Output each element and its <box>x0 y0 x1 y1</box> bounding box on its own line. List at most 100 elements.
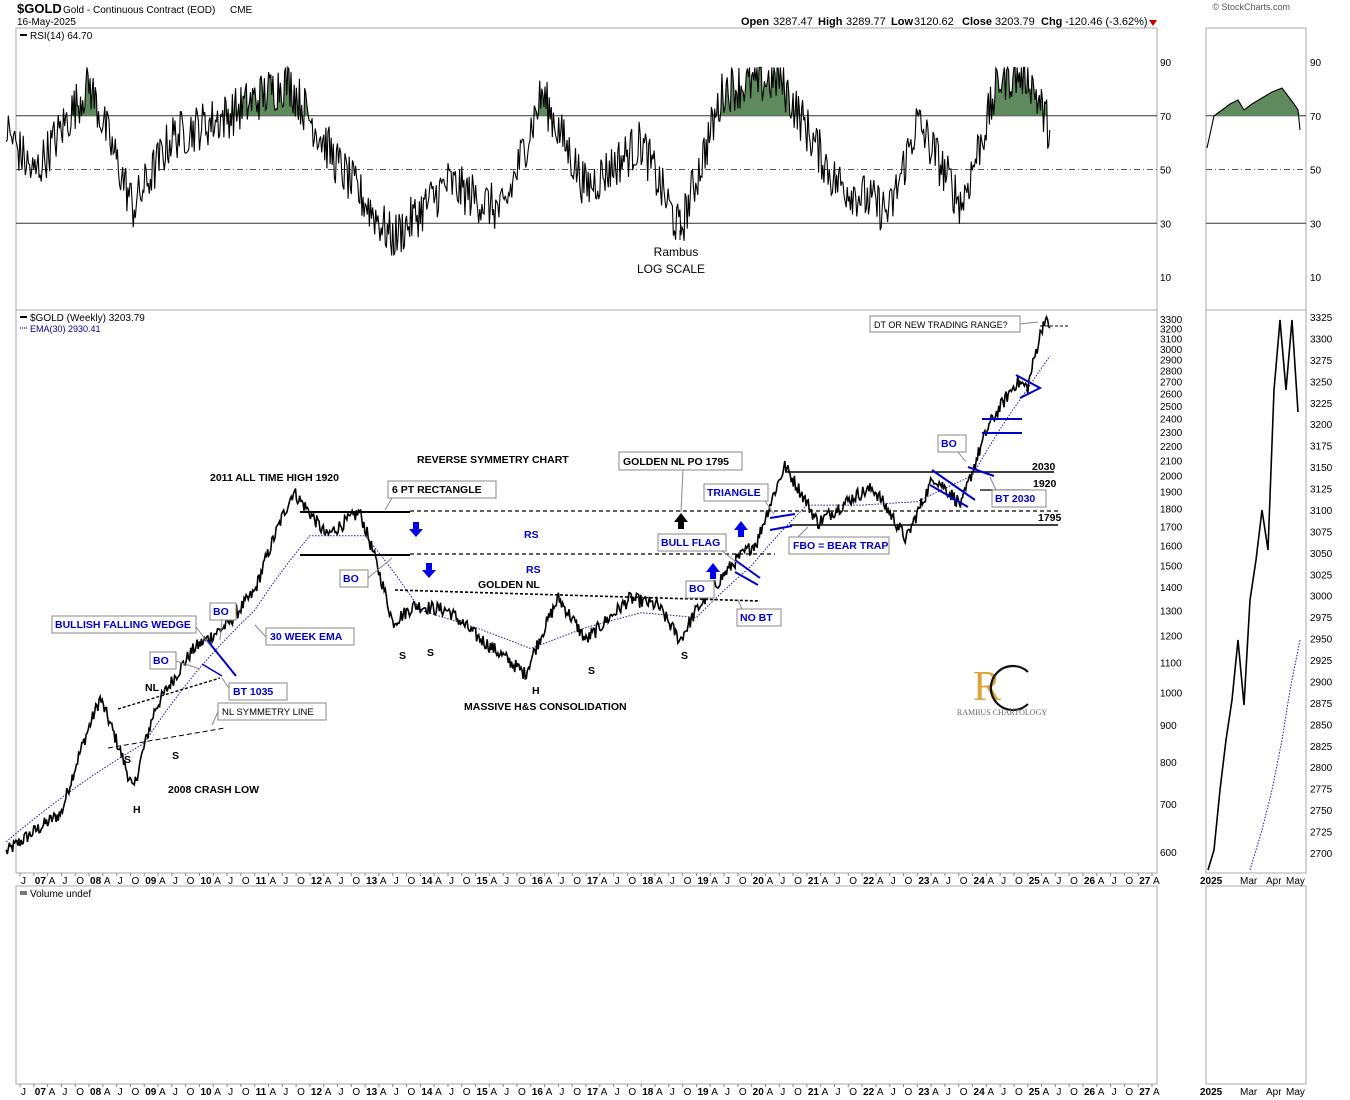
header-watermark: © StockCharts.com <box>1212 2 1290 12</box>
inset-rsi-tick-label: 90 <box>1310 58 1322 69</box>
x-tick-label: A <box>987 1087 994 1098</box>
arrow-up-black-icon <box>674 513 688 529</box>
callout-nobt-box <box>736 608 782 627</box>
x-tick-label: O <box>1070 1087 1078 1098</box>
inset-rsi-tick-label: 10 <box>1310 273 1322 284</box>
inset-price-tick-label: 3300 <box>1310 334 1333 345</box>
volume-legend: Volume undef <box>30 889 91 900</box>
x-tick-label: 19 <box>697 876 709 887</box>
callout-bo5-box <box>149 651 177 670</box>
x-tick-label: A <box>877 876 884 887</box>
x-tick-label: J <box>1001 1087 1006 1098</box>
ann-lvl1920: 1920 <box>1033 478 1057 490</box>
neckline-symmetry <box>107 727 226 749</box>
price-tick-label: 700 <box>1160 800 1177 811</box>
x-tick-label: 23 <box>918 876 930 887</box>
ohlc-readout: Open 3287.47 High 3289.77 Low 3120.62 Cl… <box>741 16 1157 28</box>
inset-x-tick-label: 2025 <box>1200 876 1223 887</box>
ann-golden-po: GOLDEN NL PO 1795 <box>623 456 729 468</box>
price-tick-label: 2000 <box>1160 472 1183 483</box>
bt2030-line <box>967 466 995 477</box>
inset-x-tick-label: Mar <box>1240 1087 1258 1098</box>
x-tick-label: A <box>656 1087 663 1098</box>
inset-price-tick-label: 3050 <box>1310 549 1333 560</box>
x-tick-label: 17 <box>587 1087 599 1098</box>
open-value: 3287.47 <box>773 16 813 28</box>
high-label: High <box>818 16 843 28</box>
ann-s-6: S <box>172 750 179 762</box>
x-tick-label: 21 <box>808 876 820 887</box>
x-tick-label: O <box>131 876 139 887</box>
inset-rsi-tick-label: 50 <box>1310 166 1322 177</box>
x-tick-label: O <box>794 1087 802 1098</box>
pointer-bullflag <box>721 550 741 566</box>
x-tick-label: 14 <box>421 1087 433 1098</box>
ann-s-3: S <box>588 665 595 677</box>
pointer-bo3 <box>957 451 967 463</box>
callout-bullflag-box <box>657 533 727 552</box>
x-tick-label: J <box>228 876 233 887</box>
x-tick-label: O <box>684 1087 692 1098</box>
inset-x-tick-label: Mar <box>1240 876 1258 887</box>
inset-rsi-ticks: 90 70 50 30 10 <box>1310 58 1322 284</box>
x-tick-label: A <box>601 1087 608 1098</box>
x-tick-label: J <box>725 876 730 887</box>
ann-fbo: FBO = BEAR TRAP <box>793 540 888 552</box>
x-tick-label: J <box>449 1087 454 1098</box>
x-tick-label: A <box>711 1087 718 1098</box>
x-tick-label: 18 <box>642 876 654 887</box>
inset-price-tick-label: 3125 <box>1310 485 1333 496</box>
x-tick-label: J <box>1056 876 1061 887</box>
ann-s-2: S <box>427 647 434 659</box>
ann-s-1: S <box>399 650 406 662</box>
price-tick-label: 3000 <box>1160 345 1183 356</box>
x-tick-label: O <box>628 1087 636 1098</box>
pointer-ema <box>254 624 267 638</box>
x-tick-label: J <box>339 1087 344 1098</box>
inset-rsi-tick-label: 30 <box>1310 219 1322 230</box>
callout-pointers <box>175 321 1039 726</box>
inset-x-tick-label: Apr <box>1266 1087 1282 1098</box>
inset-price-tick-label: 2900 <box>1310 677 1333 688</box>
x-tick-label: J <box>283 876 288 887</box>
x-tick-label: A <box>987 876 994 887</box>
x-tick-label: 10 <box>200 876 212 887</box>
header-symbol: $GOLD <box>17 1 62 16</box>
ann-rs-1: RS <box>524 529 539 541</box>
price-tick-label: 3200 <box>1160 325 1183 336</box>
trendlines <box>107 325 1068 749</box>
x-tick-label: 20 <box>753 876 765 887</box>
ann-bo-3: BO <box>941 438 957 450</box>
ann-nl-sym: NL SYMMETRY LINE <box>222 707 314 718</box>
price-tick-label: 1100 <box>1160 658 1182 669</box>
inset-price-tick-label: 2700 <box>1310 849 1333 860</box>
x-tick-label: 20 <box>753 1087 765 1098</box>
inset-price-tick-label: 3075 <box>1310 527 1333 538</box>
x-tick-label: J <box>118 1087 123 1098</box>
wedge-line-a <box>206 639 237 677</box>
price-tick-label: 2500 <box>1160 402 1183 413</box>
arrow-up-icon <box>706 563 720 579</box>
ann-bo-4: BO <box>213 606 229 618</box>
x-tick-label: 15 <box>477 1087 489 1098</box>
x-tick-label: J <box>670 876 675 887</box>
wedge-line-b <box>201 663 223 677</box>
x-tick-label: J <box>1112 1087 1117 1098</box>
x-tick-label: J <box>504 876 509 887</box>
x-tick-label: O <box>242 1087 250 1098</box>
x-tick-label: J <box>615 876 620 887</box>
down-triangle-icon <box>1149 20 1157 26</box>
x-tick-label: J <box>394 876 399 887</box>
x-tick-label: 12 <box>311 876 323 887</box>
x-tick-label: A <box>656 876 663 887</box>
x-tick-label: A <box>822 1087 829 1098</box>
pointer-bo4 <box>219 619 223 641</box>
x-tick-label: 07 <box>35 876 47 887</box>
low-value: 3120.62 <box>914 16 954 28</box>
x-tick-label: 22 <box>863 1087 875 1098</box>
x-tick-label: J <box>228 1087 233 1098</box>
x-tick-label: O <box>76 1087 84 1098</box>
inset-price-tick-label: 2750 <box>1310 806 1333 817</box>
price-tick-label: 1600 <box>1160 541 1183 552</box>
